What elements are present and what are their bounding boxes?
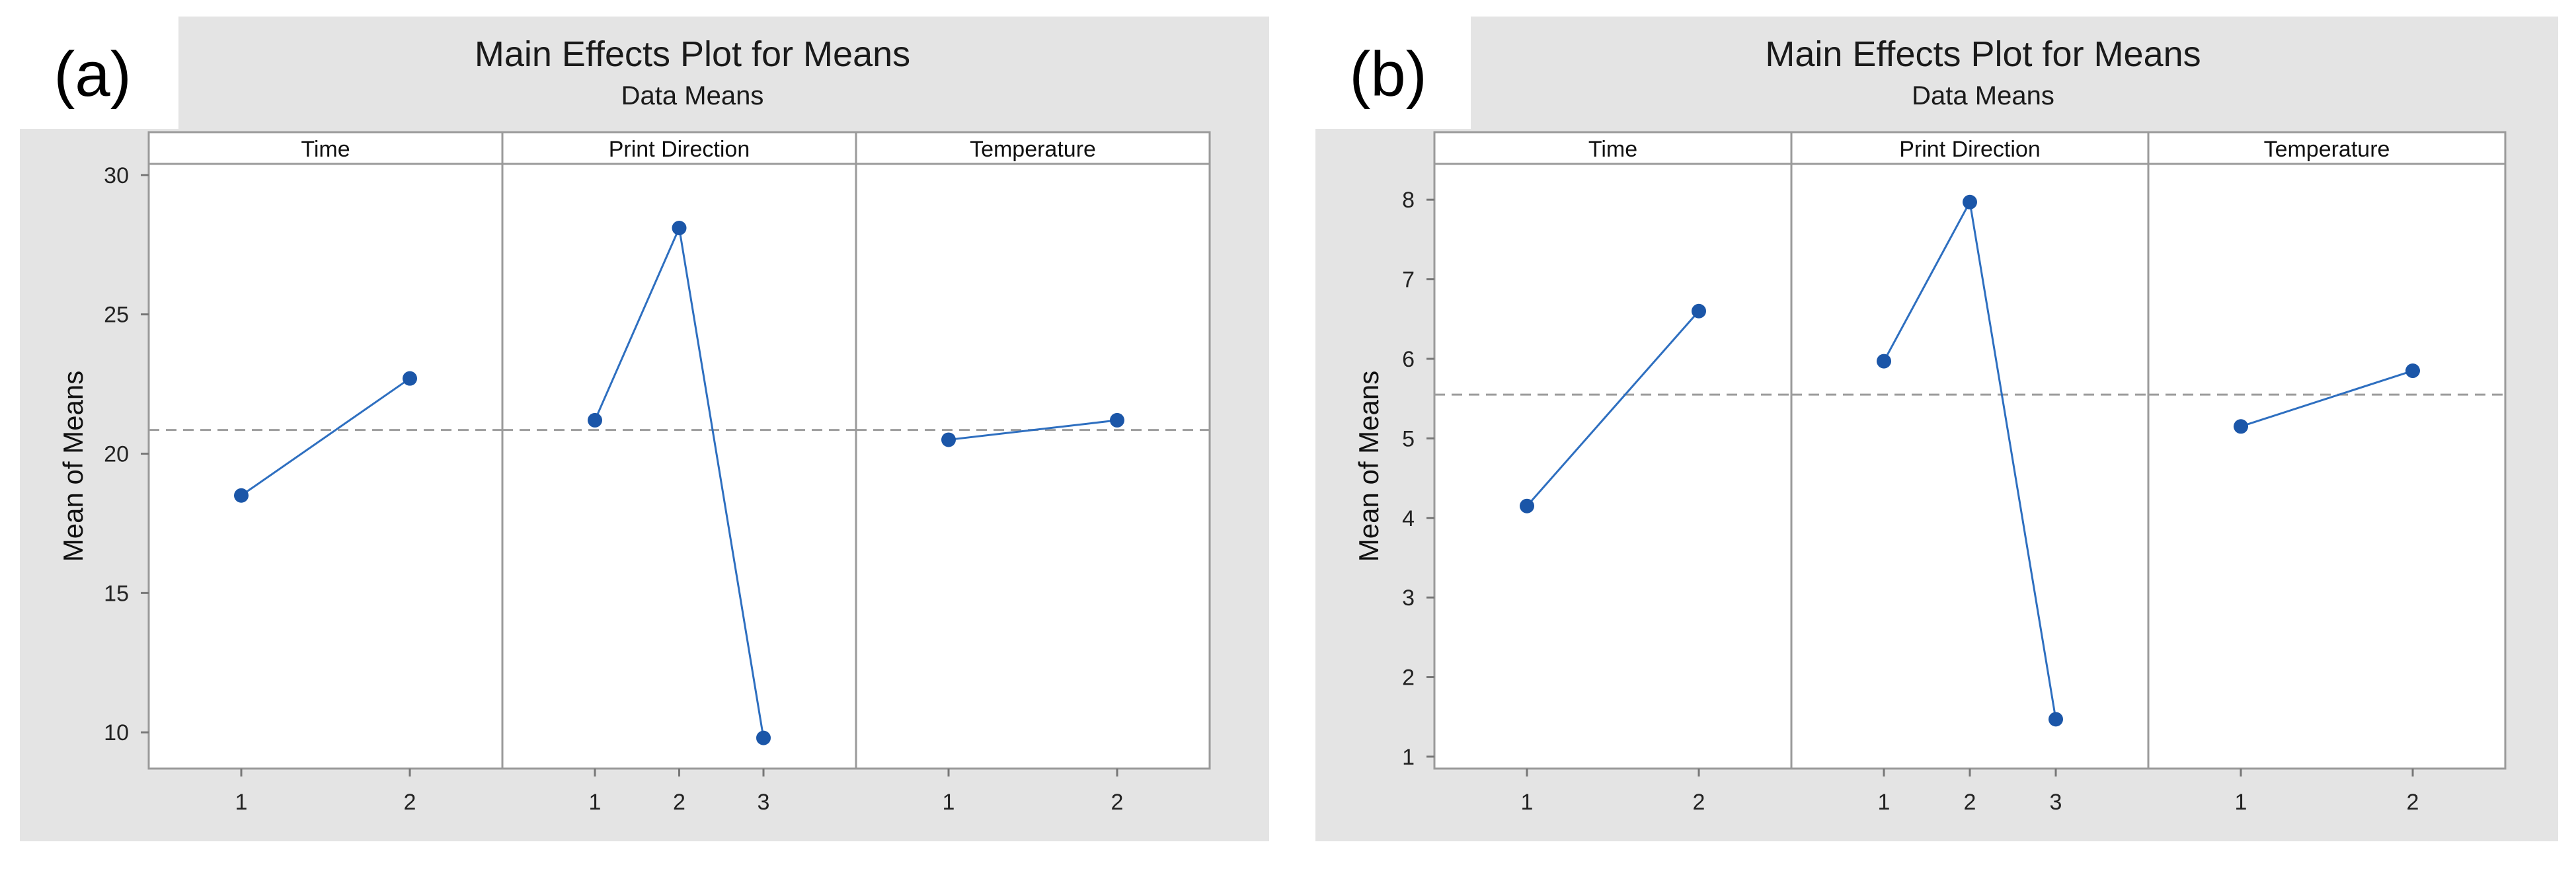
chart-2: (b) Main Effects Plot for Means Data Means…: [1315, 17, 2558, 841]
facet-header-label: Temperature: [2264, 137, 2390, 162]
x-tick-label: 1: [589, 790, 602, 815]
x-tick-label: 1: [235, 790, 248, 815]
facet-header-label: Print Direction: [1899, 137, 2041, 162]
mean-point: [234, 488, 249, 503]
facet-temperature: Temperature 1 2: [2147, 132, 2505, 815]
facet-header-label: Print Direction: [609, 137, 750, 162]
y-tick-label: 1: [1402, 745, 1415, 770]
title-band: [1471, 17, 2558, 132]
x-tick-label: 3: [2050, 790, 2062, 815]
x-tick-label: 1: [2235, 790, 2247, 815]
mean-point: [2049, 712, 2063, 727]
chart-1: (a) Main Effects Plot for Means Data Means…: [20, 17, 1269, 841]
chart-title: Main Effects Plot for Means: [475, 34, 910, 74]
x-tick-label: 2: [673, 790, 685, 815]
x-tick-label: 2: [1111, 790, 1124, 815]
y-tick-label: 6: [1402, 347, 1415, 372]
x-tick-label: 2: [404, 790, 416, 815]
x-tick-label: 3: [758, 790, 770, 815]
facet-header-label: Temperature: [970, 137, 1096, 162]
x-tick-label: 2: [1964, 790, 1976, 815]
plot-area: [147, 131, 1211, 770]
mean-point: [588, 412, 602, 428]
y-tick-label: 10: [104, 720, 129, 745]
y-tick-label: 20: [104, 442, 129, 467]
mean-series-line: [948, 419, 1118, 441]
facet-header-label: Time: [1588, 137, 1637, 162]
mean-point: [2405, 363, 2420, 379]
x-tick-label: 1: [1521, 790, 1534, 815]
facet-print-direction: Print Direction 1 2 3: [501, 132, 856, 815]
y-tick-label: 3: [1402, 586, 1415, 611]
x-tick-label: 1: [1878, 790, 1891, 815]
facet-print-direction: Print Direction 1 2 3: [1790, 132, 2148, 815]
chart-subtitle: Data Means: [621, 81, 764, 110]
mean-point: [756, 730, 771, 745]
title-band: [178, 17, 1269, 132]
chart-subtitle: Data Means: [1912, 81, 2054, 110]
y-tick-label: 5: [1402, 426, 1415, 451]
mean-series-line: [1526, 310, 1700, 507]
y-tick-label: 30: [104, 163, 129, 188]
y-axis-label: Mean of Means: [58, 371, 89, 562]
chart-title: Main Effects Plot for Means: [1765, 34, 2201, 74]
y-tick-label: 2: [1402, 665, 1415, 691]
facet-temperature: Temperature 1 2: [855, 132, 1210, 815]
panel-label: (b): [1349, 39, 1426, 110]
y-tick-label: 7: [1402, 268, 1415, 293]
mean-series-line: [2240, 369, 2413, 428]
y-tick-label: 4: [1402, 506, 1415, 531]
mean-series-line: [241, 377, 410, 497]
facet-time: Time 1 2: [149, 137, 502, 815]
mean-point: [1963, 194, 1977, 209]
y-axis-label: Mean of Means: [1353, 371, 1384, 562]
y-tick-label: 8: [1402, 188, 1415, 213]
mean-point: [1110, 412, 1124, 428]
mean-point: [403, 371, 417, 386]
mean-point: [2234, 419, 2248, 434]
facet-time: Time 1 2: [1434, 137, 1791, 815]
mean-point: [1877, 354, 1891, 369]
facet-header-label: Time: [301, 137, 350, 162]
y-tick-label: 25: [104, 303, 129, 328]
x-tick-label: 2: [1693, 790, 1705, 815]
x-tick-label: 2: [2407, 790, 2419, 815]
mean-point: [1520, 498, 1534, 513]
panel-label: (a): [54, 39, 131, 110]
mean-point: [672, 220, 687, 235]
y-tick-label: 15: [104, 581, 129, 606]
mean-point: [1692, 303, 1706, 319]
plot-area: [1433, 131, 2507, 770]
x-tick-label: 1: [943, 790, 955, 815]
mean-point: [941, 432, 956, 447]
